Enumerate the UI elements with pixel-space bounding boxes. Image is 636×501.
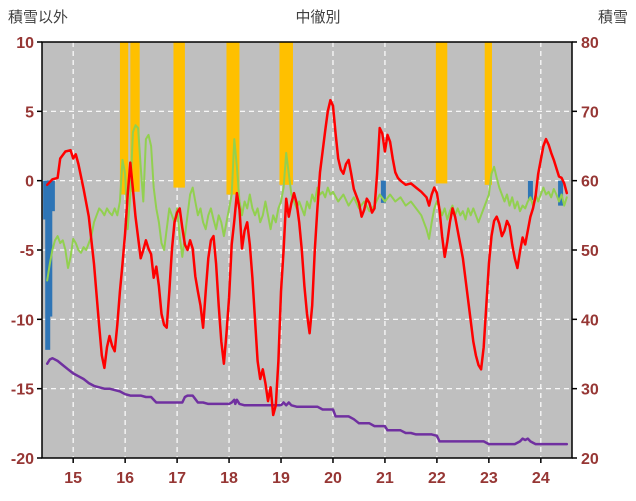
axis-tick-label: 19 [272,470,290,487]
axis-tick-label: 15 [64,470,82,487]
blue-bar [49,180,55,212]
axis-tick-label: 10 [16,35,34,52]
axis-tick-label: 21 [376,470,394,487]
blue-bar [527,180,533,201]
axis-tick-label: 60 [581,174,599,191]
chart-title: 中徹別 [295,9,341,26]
axis-tick-label: -15 [11,382,34,399]
orange-band [173,42,185,188]
axis-tick-label: 0 [25,174,34,191]
axis-tick-label: 17 [168,470,186,487]
axis-tick-label: -20 [11,451,34,468]
orange-band [130,42,140,192]
axis-tick-label: 22 [428,470,446,487]
orange-band [279,42,293,185]
axis-tick-label: 18 [220,470,238,487]
orange-band [435,42,448,184]
blue-bar [558,180,564,206]
blue-bar [47,180,53,317]
left-axis-title: 積雪以外 [8,9,69,26]
axis-tick-label: 24 [532,470,550,487]
axis-tick-label: 5 [25,104,34,121]
axis-tick-label: 20 [581,451,599,468]
orange-band [484,42,492,185]
orange-band [119,42,129,195]
axis-tick-label: 50 [581,243,599,260]
purple-line [45,356,569,446]
axis-tick-label: 80 [581,35,599,52]
green-line [46,124,568,282]
axis-tick-label: 70 [581,104,599,121]
right-axis-title: 積雪 [597,9,628,26]
red-line [45,98,569,417]
axis-tick-label: 20 [324,470,342,487]
axis-tick-label: -5 [20,243,34,260]
blue-bar [380,180,386,203]
axis-tick-label: 40 [581,312,599,329]
axis-tick-label: 23 [480,470,498,487]
axis-tick-label: -10 [11,312,34,329]
axis-tick-label: 16 [116,470,134,487]
axis-tick-label: 30 [581,382,599,399]
